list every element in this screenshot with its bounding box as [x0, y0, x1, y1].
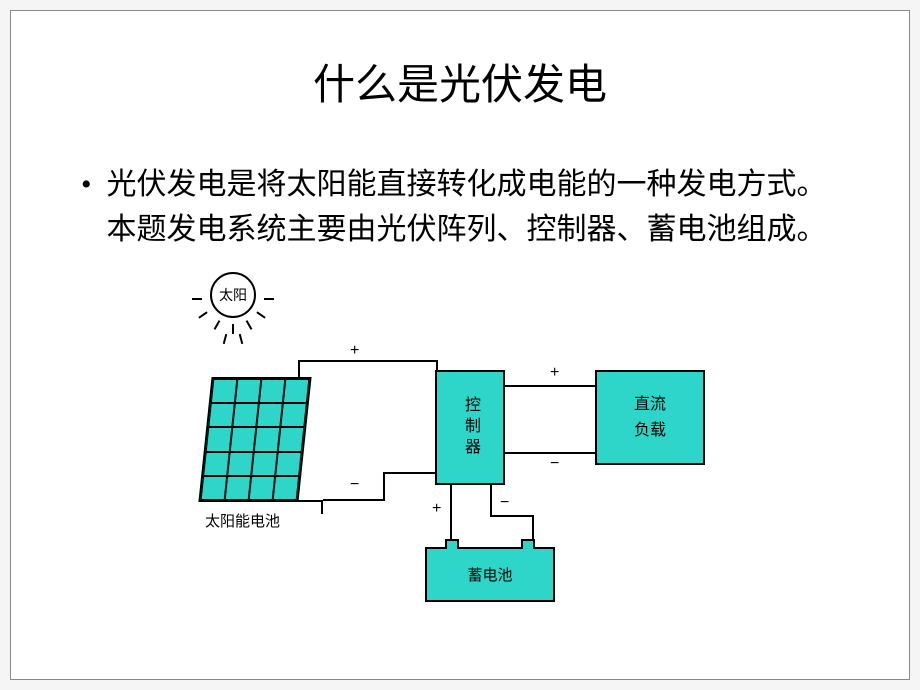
panel-cell — [206, 427, 233, 451]
slide-title: 什么是光伏发电 — [51, 51, 869, 112]
wire — [532, 515, 534, 540]
panel-cell — [249, 476, 276, 500]
plus-sign: + — [432, 500, 441, 518]
panel-cell — [208, 403, 235, 427]
sun-ray-icon — [214, 320, 221, 330]
panel-cell — [273, 476, 300, 500]
panel-cell — [254, 427, 281, 451]
panel-label: 太阳能电池 — [205, 510, 280, 531]
wire — [490, 485, 492, 515]
wire — [505, 385, 597, 387]
panel-cell — [278, 427, 305, 451]
bullet-item: • 光伏发电是将太阳能直接转化成电能的一种发电方式。本题发电系统主要由光伏阵列、… — [81, 162, 839, 252]
panel-cell — [280, 403, 307, 427]
wire — [505, 452, 597, 454]
panel-cell — [256, 403, 283, 427]
minus-sign: − — [500, 494, 509, 512]
wire — [490, 515, 532, 517]
plus-sign: + — [550, 364, 559, 382]
controller-label: 控制器 — [458, 396, 482, 459]
panel-stand — [283, 500, 323, 514]
load-label-line2: 负载 — [634, 418, 666, 444]
load-label-line1: 直流 — [634, 392, 666, 418]
sun-ray-icon — [239, 334, 244, 344]
sun-ray-icon — [232, 324, 234, 334]
wire — [450, 485, 452, 540]
sun-ray-icon — [256, 311, 265, 318]
panel-cell — [235, 379, 262, 403]
wire — [323, 499, 383, 501]
battery-terminal-icon — [445, 539, 459, 549]
panel-cell — [232, 403, 259, 427]
minus-sign: − — [550, 455, 559, 473]
controller-box: 控制器 — [435, 370, 505, 485]
panel-cell — [283, 379, 310, 403]
panel-cell — [211, 379, 238, 403]
wire — [383, 472, 385, 501]
sun-ray-icon — [264, 298, 274, 300]
battery-terminal-icon — [521, 539, 535, 549]
bullet-marker: • — [81, 162, 92, 207]
wire — [436, 360, 438, 372]
panel-cell — [230, 427, 257, 451]
diagram: 太阳 太阳能电池 控制器 直流 负载 — [180, 272, 740, 602]
sun-ray-icon — [246, 320, 253, 330]
battery-label: 蓄电池 — [467, 564, 512, 585]
panel-cell — [225, 476, 252, 500]
sun-ray-icon — [198, 311, 207, 318]
sun: 太阳 — [210, 272, 256, 318]
panel-cell — [259, 379, 286, 403]
load-box: 直流 负载 — [595, 370, 705, 465]
minus-sign: − — [350, 476, 359, 494]
wire — [298, 360, 300, 380]
panel-cell — [203, 452, 230, 476]
bullet-text: 光伏发电是将太阳能直接转化成电能的一种发电方式。本题发电系统主要由光伏阵列、控制… — [107, 162, 839, 252]
sun-ray-icon — [223, 334, 228, 344]
plus-sign: + — [350, 342, 359, 360]
panel-cell — [251, 452, 278, 476]
wire — [298, 360, 438, 362]
panel-cell — [275, 452, 302, 476]
slide: 什么是光伏发电 • 光伏发电是将太阳能直接转化成电能的一种发电方式。本题发电系统… — [10, 10, 910, 680]
panel-cell — [201, 476, 228, 500]
solar-panel — [198, 377, 311, 502]
wire — [383, 472, 437, 474]
battery-box: 蓄电池 — [425, 547, 555, 602]
sun-circle: 太阳 — [210, 272, 256, 318]
sun-label: 太阳 — [219, 285, 247, 305]
panel-cell — [227, 452, 254, 476]
sun-ray-icon — [192, 298, 202, 300]
